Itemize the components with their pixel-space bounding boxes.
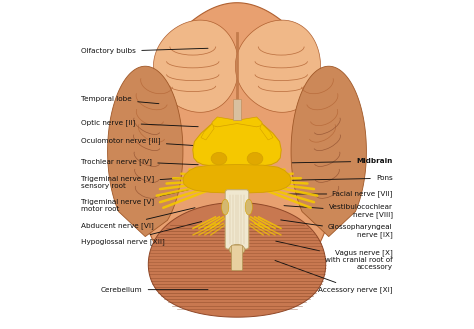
Polygon shape [260,124,273,140]
Text: Midbrain: Midbrain [292,158,392,164]
Ellipse shape [229,244,245,255]
Ellipse shape [245,199,252,215]
Text: Trigeminal nerve [V]
motor root: Trigeminal nerve [V] motor root [82,190,189,212]
Text: Optic nerve [II]: Optic nerve [II] [82,119,198,127]
Text: Hypoglossal nerve [XII]: Hypoglossal nerve [XII] [82,221,201,245]
Polygon shape [201,124,214,140]
Text: Glossopharyngeal
nerve [IX]: Glossopharyngeal nerve [IX] [281,220,392,238]
Polygon shape [154,20,238,112]
Polygon shape [108,66,183,237]
Polygon shape [193,120,281,169]
Polygon shape [183,164,291,193]
Text: Trochlear nerve [IV]: Trochlear nerve [IV] [82,158,198,165]
Text: Vagus nerve [X]
with cranial root of
accessory: Vagus nerve [X] with cranial root of acc… [276,241,392,270]
Text: Oculomotor nerve [III]: Oculomotor nerve [III] [82,138,201,146]
Ellipse shape [211,152,227,165]
Polygon shape [236,20,320,112]
FancyBboxPatch shape [231,245,243,271]
Text: Accessory nerve [XI]: Accessory nerve [XI] [275,261,392,293]
Ellipse shape [247,152,263,165]
Text: Pons: Pons [292,175,392,181]
Text: Abducent nerve [VI]: Abducent nerve [VI] [82,208,195,229]
Polygon shape [148,203,326,317]
Text: Olfactory bulbs: Olfactory bulbs [82,48,208,55]
Polygon shape [233,99,241,120]
Text: Temporal lobe: Temporal lobe [82,96,159,104]
Text: Vestibulocochlear
nerve [VIII]: Vestibulocochlear nerve [VIII] [284,204,392,218]
Polygon shape [291,66,366,237]
Ellipse shape [222,199,229,215]
Polygon shape [137,3,337,304]
Text: Facial nerve [VII]: Facial nerve [VII] [287,190,392,197]
Polygon shape [211,117,263,127]
FancyBboxPatch shape [225,190,249,249]
Text: Trigeminal nerve [V]
sensory root: Trigeminal nerve [V] sensory root [82,175,188,189]
Text: Cerebellum: Cerebellum [101,287,208,293]
